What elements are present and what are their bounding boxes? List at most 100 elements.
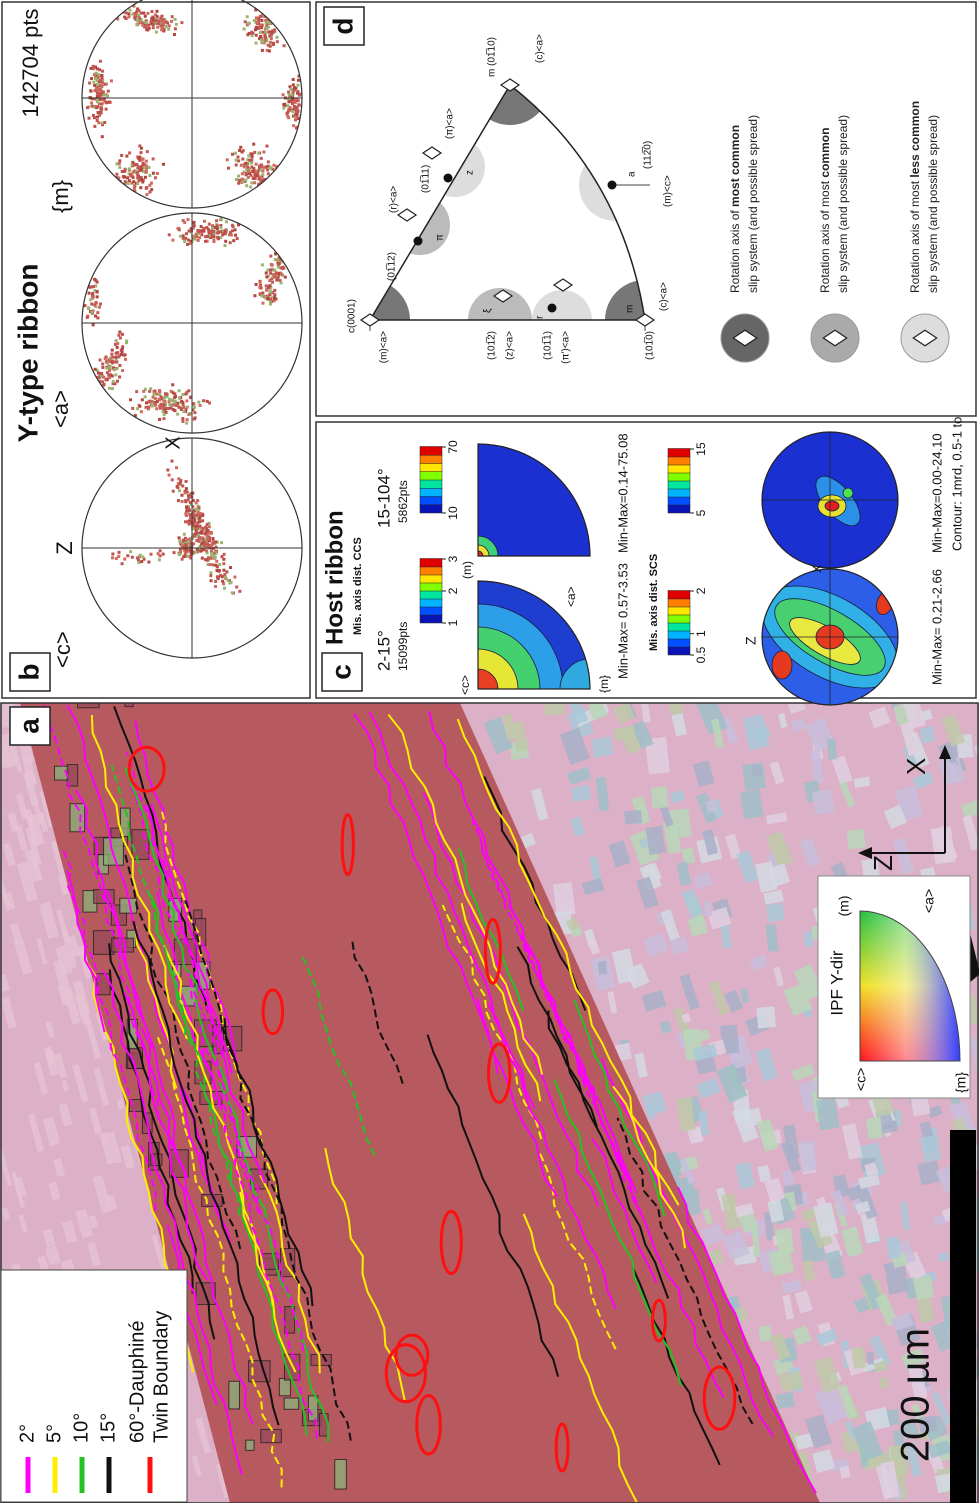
orientation-point bbox=[112, 380, 115, 383]
orientation-point bbox=[105, 83, 108, 86]
orientation-point bbox=[142, 390, 145, 393]
orientation-point bbox=[206, 537, 209, 540]
orientation-point bbox=[187, 238, 190, 241]
orientation-point bbox=[101, 70, 104, 73]
legend-label: Twin Boundary bbox=[150, 1311, 172, 1443]
minmax: Min-Max=0.14-75.08 bbox=[615, 433, 630, 553]
orientation-point bbox=[259, 15, 262, 18]
orientation-point bbox=[175, 466, 178, 469]
orientation-point bbox=[211, 227, 214, 230]
orientation-point bbox=[230, 234, 233, 237]
crystal-label: r bbox=[535, 315, 546, 319]
orientation-point bbox=[111, 356, 114, 359]
orientation-point bbox=[150, 10, 153, 13]
orientation-point bbox=[90, 101, 93, 104]
orientation-point bbox=[100, 74, 103, 77]
orientation-point bbox=[125, 339, 128, 342]
orientation-point bbox=[197, 401, 200, 404]
orientation-point bbox=[282, 93, 285, 96]
colorbar-step bbox=[668, 591, 690, 600]
crystal-label: (c)<a> bbox=[659, 282, 670, 311]
orientation-point bbox=[98, 306, 101, 309]
orientation-point bbox=[273, 297, 276, 300]
colorbar-step bbox=[668, 449, 690, 458]
orientation-point bbox=[96, 295, 99, 298]
orientation-point bbox=[161, 404, 164, 407]
grain bbox=[866, 1351, 874, 1364]
grain bbox=[553, 882, 576, 916]
orientation-point bbox=[189, 501, 192, 504]
orientation-point bbox=[209, 563, 212, 566]
orientation-point bbox=[111, 387, 114, 390]
orientation-point bbox=[118, 364, 121, 367]
orientation-point bbox=[185, 422, 188, 425]
orientation-point bbox=[255, 34, 258, 37]
orientation-point bbox=[188, 523, 191, 526]
orientation-point bbox=[89, 90, 92, 93]
orientation-point bbox=[276, 36, 279, 39]
orientation-point bbox=[222, 562, 225, 565]
orientation-point bbox=[253, 151, 256, 154]
figure: 2°5°10°15°60°-DauphinéTwin Boundarya200 … bbox=[0, 0, 979, 1503]
orientation-point bbox=[171, 478, 174, 481]
orientation-point bbox=[127, 12, 130, 15]
point-count: 142704 pts bbox=[18, 9, 43, 118]
grain bbox=[651, 786, 668, 808]
orientation-point bbox=[116, 351, 119, 354]
orientation-point bbox=[174, 27, 177, 30]
orientation-point bbox=[261, 49, 264, 52]
orientation-point bbox=[291, 110, 294, 113]
orientation-point bbox=[95, 106, 98, 109]
orientation-point bbox=[186, 418, 189, 421]
orientation-point bbox=[235, 163, 238, 166]
orientation-point bbox=[103, 93, 106, 96]
orientation-point bbox=[114, 373, 117, 376]
orientation-point bbox=[160, 15, 163, 18]
orientation-point bbox=[168, 233, 171, 236]
orientation-point bbox=[109, 366, 112, 369]
grain bbox=[246, 1440, 254, 1450]
orientation-point bbox=[273, 289, 276, 292]
orientation-point bbox=[132, 180, 135, 183]
orientation-point bbox=[255, 283, 258, 286]
grain bbox=[920, 726, 936, 743]
crystal-label: (01̅12) bbox=[386, 252, 398, 281]
orientation-point bbox=[154, 176, 157, 179]
orientation-point bbox=[143, 166, 146, 169]
colorbar-step bbox=[668, 489, 690, 498]
orientation-point bbox=[250, 166, 253, 169]
orientation-point bbox=[247, 154, 250, 157]
legend-text-part: Rotation axis of most bbox=[908, 178, 922, 293]
orientation-point bbox=[267, 160, 270, 163]
orientation-point bbox=[105, 360, 108, 363]
orientation-point bbox=[266, 269, 269, 272]
orientation-point bbox=[92, 323, 95, 326]
orientation-point bbox=[165, 393, 168, 396]
orientation-point bbox=[117, 355, 120, 358]
scale-bar bbox=[950, 1130, 976, 1503]
orientation-point bbox=[113, 368, 116, 371]
orientation-point bbox=[100, 372, 103, 375]
orientation-point bbox=[208, 401, 211, 404]
grain bbox=[624, 810, 642, 825]
orientation-point bbox=[173, 396, 176, 399]
orientation-point bbox=[266, 168, 269, 171]
orientation-point bbox=[94, 315, 97, 318]
grain bbox=[571, 785, 591, 801]
orientation-point bbox=[210, 557, 213, 560]
triangle-label: (m) bbox=[460, 561, 474, 579]
orientation-point bbox=[128, 9, 131, 12]
crystal-label: a bbox=[627, 171, 638, 177]
grain bbox=[319, 1414, 328, 1436]
orientation-point bbox=[141, 555, 144, 558]
colorbar-step bbox=[420, 559, 442, 568]
orientation-point bbox=[163, 408, 166, 411]
orientation-point bbox=[118, 159, 121, 162]
orientation-point bbox=[264, 35, 267, 38]
orientation-point bbox=[286, 115, 289, 118]
orientation-point bbox=[145, 193, 148, 196]
orientation-point bbox=[277, 266, 280, 269]
orientation-point bbox=[137, 561, 140, 564]
orientation-point bbox=[171, 383, 174, 386]
orientation-point bbox=[201, 557, 204, 560]
